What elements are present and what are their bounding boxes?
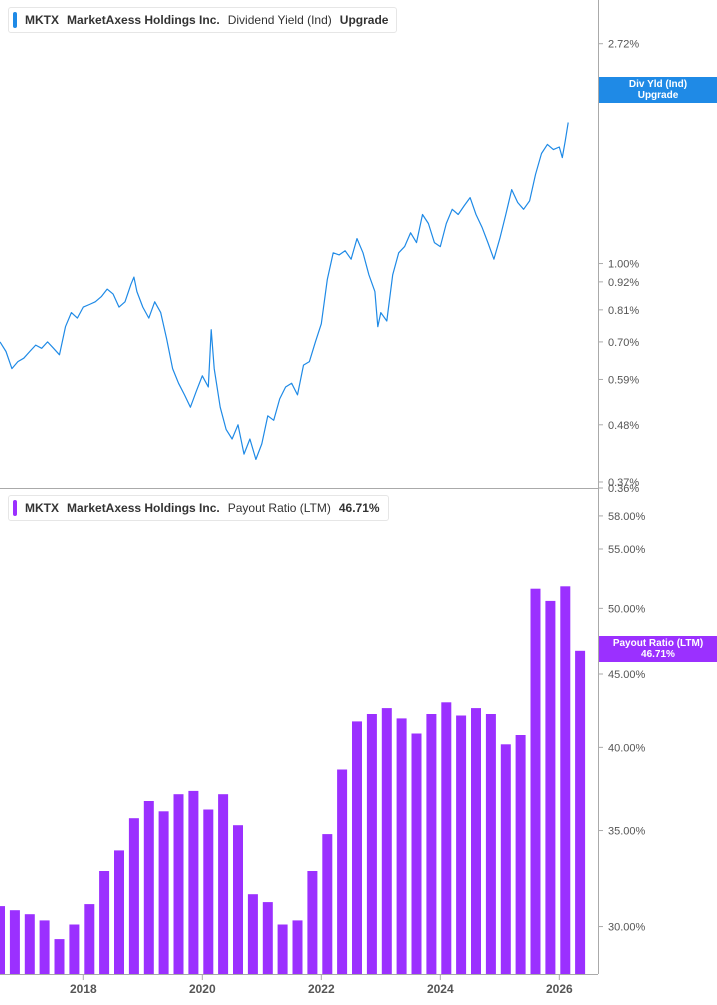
legend-ticker: MKTX <box>25 13 59 27</box>
legend-metric: Payout Ratio (LTM) <box>227 501 331 515</box>
payout-bar <box>233 825 243 974</box>
payout-bar <box>69 924 80 974</box>
upgrade-link[interactable]: Upgrade <box>339 13 389 27</box>
payout-y-tick-label: 45.00% <box>608 669 646 681</box>
payout-bar <box>247 894 258 974</box>
yield-y-tick-label: 0.92% <box>608 277 639 289</box>
dividend-yield-legend: MKTX MarketAxess Holdings Inc. Dividend … <box>8 7 398 33</box>
yield-y-tick-label: 2.72% <box>608 39 639 51</box>
payout-bar <box>143 801 154 974</box>
payout-bar <box>173 794 184 974</box>
payout-bar <box>99 871 110 974</box>
payout-bar <box>39 920 50 974</box>
dividend-yield-panel <box>0 122 569 460</box>
payout-bar <box>188 790 199 974</box>
payout-y-tick-label: 55.00% <box>608 544 646 556</box>
payout-bar <box>322 834 333 974</box>
yield-y-tick-label: 0.81% <box>608 305 639 317</box>
payout-bar <box>545 600 556 974</box>
payout-y-tick-label: 58.00% <box>608 511 646 523</box>
payout-bar <box>471 708 481 974</box>
axes: 2.72% 1.00% 0.92% 0.81% 0.70% 0.59% 0.48% 0.37%… <box>0 0 646 996</box>
legend-company: MarketAxess Holdings Inc. <box>67 13 220 27</box>
payout-bar <box>203 809 214 974</box>
payout-bar <box>515 735 526 974</box>
legend-ticker: MKTX <box>25 501 59 515</box>
yield-y-tick-label: 0.59% <box>608 374 639 386</box>
payout-bar <box>262 902 273 974</box>
payout-bar <box>441 702 452 974</box>
payout-bar <box>84 904 95 974</box>
legend-value: 46.71% <box>338 501 380 515</box>
payout-bar <box>411 733 422 974</box>
payout-bar <box>9 910 20 974</box>
yield-series-swatch <box>13 12 17 28</box>
yield-y-tick-label: 0.37% <box>608 477 639 489</box>
tag-line-1: Payout Ratio (LTM) <box>612 638 704 649</box>
payout-y-tick-label: 40.00% <box>608 742 646 754</box>
payout-bar <box>114 850 124 974</box>
payout-bar <box>456 715 467 974</box>
div-yield-last-value-tag[interactable]: Div Yld (Ind) Upgrade <box>599 77 717 103</box>
payout-bar <box>381 708 392 974</box>
x-tick-label: 2026 <box>546 982 573 996</box>
yield-y-tick-label: 0.48% <box>608 420 639 432</box>
legend-metric: Dividend Yield (Ind) <box>227 13 332 27</box>
payout-last-value-tag: Payout Ratio (LTM) 46.71% <box>599 636 717 662</box>
payout-ratio-panel <box>0 586 586 974</box>
payout-bar <box>352 721 362 974</box>
payout-bar <box>0 906 5 974</box>
payout-bar <box>307 871 318 974</box>
payout-bar <box>292 920 303 974</box>
payout-ratio-legend: MKTX MarketAxess Holdings Inc. Payout Ra… <box>8 495 389 521</box>
payout-bar <box>560 586 571 974</box>
x-tick-label: 2022 <box>308 982 335 996</box>
payout-y-tick-label: 35.00% <box>608 826 646 838</box>
yield-y-tick-label: 1.00% <box>608 259 639 271</box>
yield-y-tick-label: 0.70% <box>608 337 639 349</box>
tag-line-2: 46.71% <box>641 649 675 660</box>
yield-y-tick-label: 0.36% <box>608 483 639 495</box>
payout-bar <box>485 714 496 974</box>
payout-bar <box>54 939 65 974</box>
payout-bar <box>426 714 437 974</box>
legend-company: MarketAxess Holdings Inc. <box>67 501 220 515</box>
payout-series-swatch <box>13 500 17 516</box>
tag-line-1: Div Yld (Ind) <box>628 79 688 90</box>
payout-bar <box>277 924 288 974</box>
payout-bar <box>24 914 35 974</box>
payout-bar <box>366 714 377 974</box>
x-tick-label: 2018 <box>70 982 97 996</box>
payout-y-tick-label: 30.00% <box>608 922 646 934</box>
payout-bar <box>530 588 541 974</box>
payout-y-tick-label: 50.00% <box>608 603 646 615</box>
tag-line-2: Upgrade <box>637 90 679 101</box>
payout-bar <box>396 718 407 974</box>
payout-bar <box>218 794 229 974</box>
payout-bar <box>575 650 586 974</box>
payout-bar <box>337 769 348 974</box>
payout-bar <box>128 818 139 974</box>
payout-bar <box>158 811 169 974</box>
dividend-yield-line <box>0 122 569 460</box>
payout-bar <box>500 744 511 974</box>
x-tick-label: 2020 <box>189 982 216 996</box>
x-tick-label: 2024 <box>427 982 454 996</box>
